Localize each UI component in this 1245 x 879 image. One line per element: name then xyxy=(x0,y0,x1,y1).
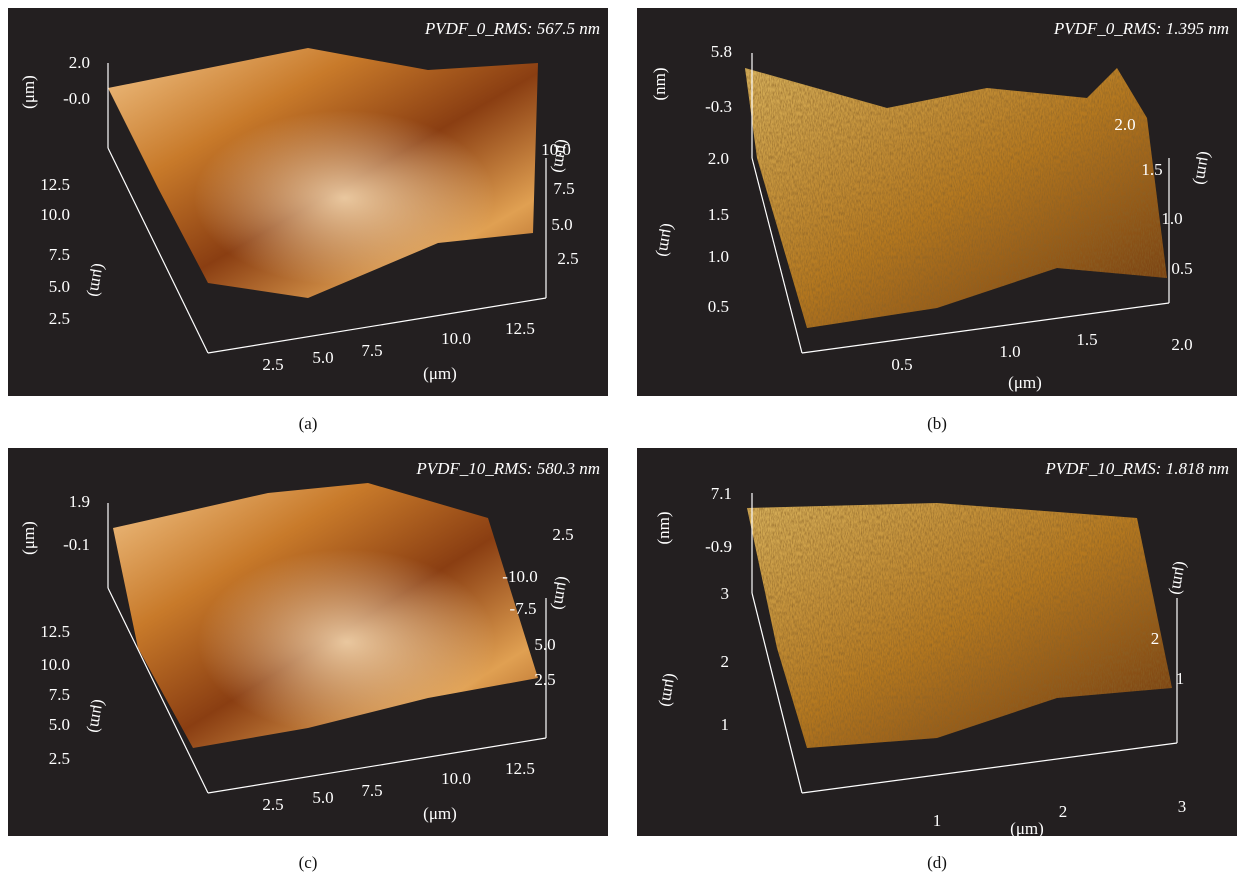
x-tick-label: 7.5 xyxy=(361,781,382,800)
y-tick-label: 5.0 xyxy=(49,715,70,734)
rms-label: PVDF_10_RMS: 1.818 nm xyxy=(1044,459,1229,478)
right-unit: (μm) xyxy=(549,575,574,611)
right-unit: (μm) xyxy=(1167,560,1192,596)
y-tick-label: 2.5 xyxy=(49,749,70,768)
right-tick-label: 1 xyxy=(1176,669,1185,688)
x-tick-label: 7.5 xyxy=(361,341,382,360)
x-tick-label: 0.5 xyxy=(891,355,912,374)
right-tick-label: 5.0 xyxy=(534,635,555,654)
y-tick-label: 2 xyxy=(721,652,730,671)
x-unit: (μm) xyxy=(423,364,457,383)
rms-label: PVDF_0_RMS: 1.395 nm xyxy=(1053,19,1229,38)
y-tick-label: 1.0 xyxy=(708,247,729,266)
x-tick-label: 5.0 xyxy=(312,788,333,807)
y-tick-label: 2.5 xyxy=(49,309,70,328)
z-tick-label: 7.1 xyxy=(711,484,732,503)
right-tick-label: 2.5 xyxy=(557,249,578,268)
x-tick-label: 10.0 xyxy=(441,769,471,788)
x-tick-label: 1.5 xyxy=(1076,330,1097,349)
right-tick-label: -10.0 xyxy=(502,567,537,586)
panel-caption: (c) xyxy=(299,853,318,873)
surface-highlight xyxy=(113,483,538,748)
afm-panel: PVDF_10_RMS: 580.3 nm 1.9 -0.1 (μm) 12.5 10.0… xyxy=(8,448,608,836)
x-tick-label: 1.0 xyxy=(999,342,1020,361)
afm-panel: PVDF_0_RMS: 567.5 nm 2.0 -0.0 (μm) 12.5 10.0 7… xyxy=(8,8,608,396)
x-tick-label: 10.0 xyxy=(441,329,471,348)
axis-line xyxy=(802,743,1177,793)
x-tick-label: 5.0 xyxy=(312,348,333,367)
right-tick-label: 5.0 xyxy=(551,215,572,234)
y-tick-label: 0.5 xyxy=(708,297,729,316)
y-tick-label: 10.0 xyxy=(40,205,70,224)
x-tick-label: 12.5 xyxy=(505,759,535,778)
right-tick-label: 0.5 xyxy=(1171,259,1192,278)
figure: PVDF_0_RMS: 567.5 nm2.0-0.0(μm)12.510.07… xyxy=(0,0,1245,879)
y-tick-label: 5.0 xyxy=(49,277,70,296)
x-unit: (μm) xyxy=(1008,373,1042,392)
z-unit: (μm) xyxy=(19,521,38,555)
z-tick-label: -0.0 xyxy=(63,89,90,108)
right-tick-label: 2.0 xyxy=(1114,115,1135,134)
y-unit: (μm) xyxy=(85,698,110,734)
z-unit: (nm) xyxy=(650,67,669,100)
surface-highlight xyxy=(108,48,538,298)
rms-label: PVDF_10_RMS: 580.3 nm xyxy=(415,459,600,478)
z-tick-label: 2.0 xyxy=(69,53,90,72)
z-tick-label: -0.9 xyxy=(705,537,732,556)
x-tick-label: 1 xyxy=(933,811,942,830)
y-unit: (μm) xyxy=(657,672,682,708)
y-tick-label: 3 xyxy=(721,584,730,603)
right-tick-label: 1.0 xyxy=(1161,209,1182,228)
right-tick-label: 2.5 xyxy=(552,525,573,544)
afm-panel: PVDF_10_RMS: 1.818 nm 7.1 -0.9 (nm) 3 2 1 (μm) 1… xyxy=(637,448,1237,836)
y-tick-label: 2.0 xyxy=(708,149,729,168)
y-tick-label: 1.5 xyxy=(708,205,729,224)
y-tick-label: 7.5 xyxy=(49,245,70,264)
z-unit: (nm) xyxy=(654,511,673,544)
surface-texture xyxy=(747,503,1172,748)
x-tick-label: 2.5 xyxy=(262,795,283,814)
panel-caption: (a) xyxy=(299,414,318,434)
y-unit: (μm) xyxy=(85,262,110,298)
y-tick-label: 1 xyxy=(721,715,730,734)
x-tick-label: 3 xyxy=(1178,797,1187,816)
y-tick-label: 12.5 xyxy=(40,175,70,194)
x-tick-label: 2 xyxy=(1059,802,1068,821)
x-unit: (μm) xyxy=(423,804,457,823)
right-tick-label: -7.5 xyxy=(510,599,537,618)
x-tick-label: 2.0 xyxy=(1171,335,1192,354)
y-tick-label: 10.0 xyxy=(40,655,70,674)
y-unit: (μm) xyxy=(654,222,679,258)
right-unit: (μm) xyxy=(1191,150,1216,186)
z-tick-label: -0.1 xyxy=(63,535,90,554)
afm-panel: PVDF_0_RMS: 1.395 nm 5.8 -0.3 (nm) 2.0 1.5 1.0… xyxy=(637,8,1237,396)
right-tick-label: 2.5 xyxy=(534,670,555,689)
right-tick-label: 1.5 xyxy=(1141,160,1162,179)
z-tick-label: 5.8 xyxy=(711,42,732,61)
panel-caption: (d) xyxy=(927,853,947,873)
x-unit: (μm) xyxy=(1010,819,1044,836)
y-tick-label: 7.5 xyxy=(49,685,70,704)
y-tick-label: 12.5 xyxy=(40,622,70,641)
right-tick-label: 7.5 xyxy=(553,179,574,198)
z-tick-label: 1.9 xyxy=(69,492,90,511)
x-tick-label: 12.5 xyxy=(505,319,535,338)
z-tick-label: -0.3 xyxy=(705,97,732,116)
surface-texture xyxy=(745,68,1167,328)
z-unit: (μm) xyxy=(19,75,38,109)
right-tick-label: 2 xyxy=(1151,629,1160,648)
rms-label: PVDF_0_RMS: 567.5 nm xyxy=(424,19,600,38)
panel-caption: (b) xyxy=(927,414,947,434)
x-tick-label: 2.5 xyxy=(262,355,283,374)
